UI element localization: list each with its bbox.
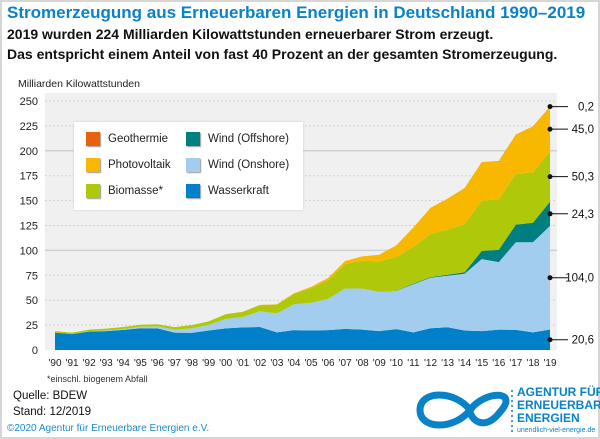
legend-swatch bbox=[186, 158, 200, 172]
area-photovoltaik bbox=[55, 106, 550, 333]
legend-swatch bbox=[86, 158, 100, 172]
footnote: *einschl. biogenem Abfall bbox=[47, 374, 148, 384]
legend-item: Geothermie bbox=[86, 132, 168, 146]
y-tick-label: 175 bbox=[20, 171, 38, 183]
legend-label: Geothermie bbox=[108, 133, 169, 145]
legend-item: Wind (Offshore) bbox=[186, 132, 289, 146]
x-tick-label: '92 bbox=[83, 358, 96, 369]
subtitle-1: 2019 wurden 224 Milliarden Kilowattstund… bbox=[7, 26, 494, 42]
x-tick-label: '12 bbox=[424, 358, 437, 369]
x-tick-label: '09 bbox=[373, 358, 386, 369]
legend-swatch bbox=[86, 184, 100, 198]
x-tick-label: '19 bbox=[543, 358, 556, 369]
legend-label: Biomasse* bbox=[108, 185, 163, 197]
x-tick-label: '95 bbox=[134, 358, 147, 369]
x-tick-label: '16 bbox=[492, 358, 505, 369]
x-tick-label: '05 bbox=[305, 358, 318, 369]
legend-label: Wasserkraft bbox=[208, 185, 269, 197]
annotation-label: 0,2 bbox=[578, 102, 594, 114]
annotation-label: 20,6 bbox=[572, 335, 594, 347]
chart-title: Stromerzeugung aus Erneuerbaren Energien… bbox=[7, 3, 586, 22]
x-tick-label: '91 bbox=[66, 358, 79, 369]
legend-item: Wind (Onshore) bbox=[186, 158, 289, 172]
annotation-label: 45,0 bbox=[572, 124, 594, 136]
area-biomasse bbox=[55, 151, 550, 335]
x-tick-label: '94 bbox=[117, 358, 130, 369]
legend-item: Wasserkraft bbox=[186, 184, 269, 198]
x-tick-label: '15 bbox=[475, 358, 488, 369]
x-tick-label: '07 bbox=[339, 358, 352, 369]
y-tick-label: 25 bbox=[26, 320, 38, 332]
x-tick-label: '04 bbox=[287, 358, 300, 369]
y-axis-label: Milliarden Kilowattstunden bbox=[18, 78, 140, 90]
x-tick-label: '98 bbox=[185, 358, 198, 369]
x-tick-label: '06 bbox=[322, 358, 335, 369]
y-tick-label: 150 bbox=[20, 196, 38, 208]
y-tick-label: 200 bbox=[20, 146, 38, 158]
x-tick-label: '01 bbox=[236, 358, 249, 369]
x-tick-label: '02 bbox=[253, 358, 266, 369]
x-tick-label: '99 bbox=[202, 358, 215, 369]
annotation-label: 24,3 bbox=[572, 209, 594, 221]
legend-label: Photovoltaik bbox=[108, 159, 171, 171]
x-tick-label: '03 bbox=[270, 358, 283, 369]
y-tick-label: 250 bbox=[20, 96, 38, 108]
subtitle-2: Das entspricht einem Anteil von fast 40 … bbox=[7, 46, 558, 62]
x-tick-label: '14 bbox=[458, 358, 471, 369]
legend-label: Wind (Offshore) bbox=[208, 133, 289, 145]
legend-item: Photovoltaik bbox=[86, 158, 171, 172]
source: Quelle: BDEW bbox=[13, 390, 88, 402]
logo-url: unendlich-viel-energie.de bbox=[517, 427, 596, 434]
y-tick-label: 100 bbox=[20, 245, 38, 257]
legend: Geothermie Wind (Offshore) Photovoltaik Win… bbox=[74, 122, 303, 210]
annotation-label: 104,0 bbox=[565, 273, 594, 285]
copyright: ©2020 Agentur für Erneuerbare Energien e… bbox=[7, 423, 210, 434]
legend-swatch bbox=[186, 184, 200, 198]
x-tick-label: '18 bbox=[526, 358, 539, 369]
y-tick-label: 125 bbox=[20, 221, 38, 233]
legend-swatch bbox=[186, 132, 200, 146]
x-tick-label: '96 bbox=[151, 358, 164, 369]
x-tick-label: '97 bbox=[168, 358, 181, 369]
x-tick-label: '08 bbox=[356, 358, 369, 369]
x-tick-label: '90 bbox=[48, 358, 61, 369]
area-wind-onshore bbox=[55, 225, 550, 335]
x-tick-label: '13 bbox=[441, 358, 454, 369]
x-tick-label: '17 bbox=[509, 358, 522, 369]
y-tick-label: 50 bbox=[26, 295, 38, 307]
annotation-label: 50,3 bbox=[572, 172, 594, 184]
x-tick-label: '11 bbox=[407, 358, 420, 369]
x-tick-label: '93 bbox=[100, 358, 113, 369]
x-tick-label: '10 bbox=[390, 358, 403, 369]
y-tick-label: 75 bbox=[26, 270, 38, 282]
y-tick-label: 225 bbox=[20, 121, 38, 133]
legend-swatch bbox=[86, 132, 100, 146]
legend-label: Wind (Onshore) bbox=[208, 159, 290, 171]
logo-line-3: ENERGIEN bbox=[517, 411, 580, 425]
date: Stand: 12/2019 bbox=[13, 406, 92, 418]
x-tick-label: '00 bbox=[219, 358, 232, 369]
y-tick-label: 0 bbox=[32, 345, 38, 357]
area-wasserkraft bbox=[55, 326, 550, 350]
logo-line-1: AGENTUR FÜR bbox=[517, 385, 600, 399]
legend-item: Biomasse* bbox=[86, 184, 163, 198]
